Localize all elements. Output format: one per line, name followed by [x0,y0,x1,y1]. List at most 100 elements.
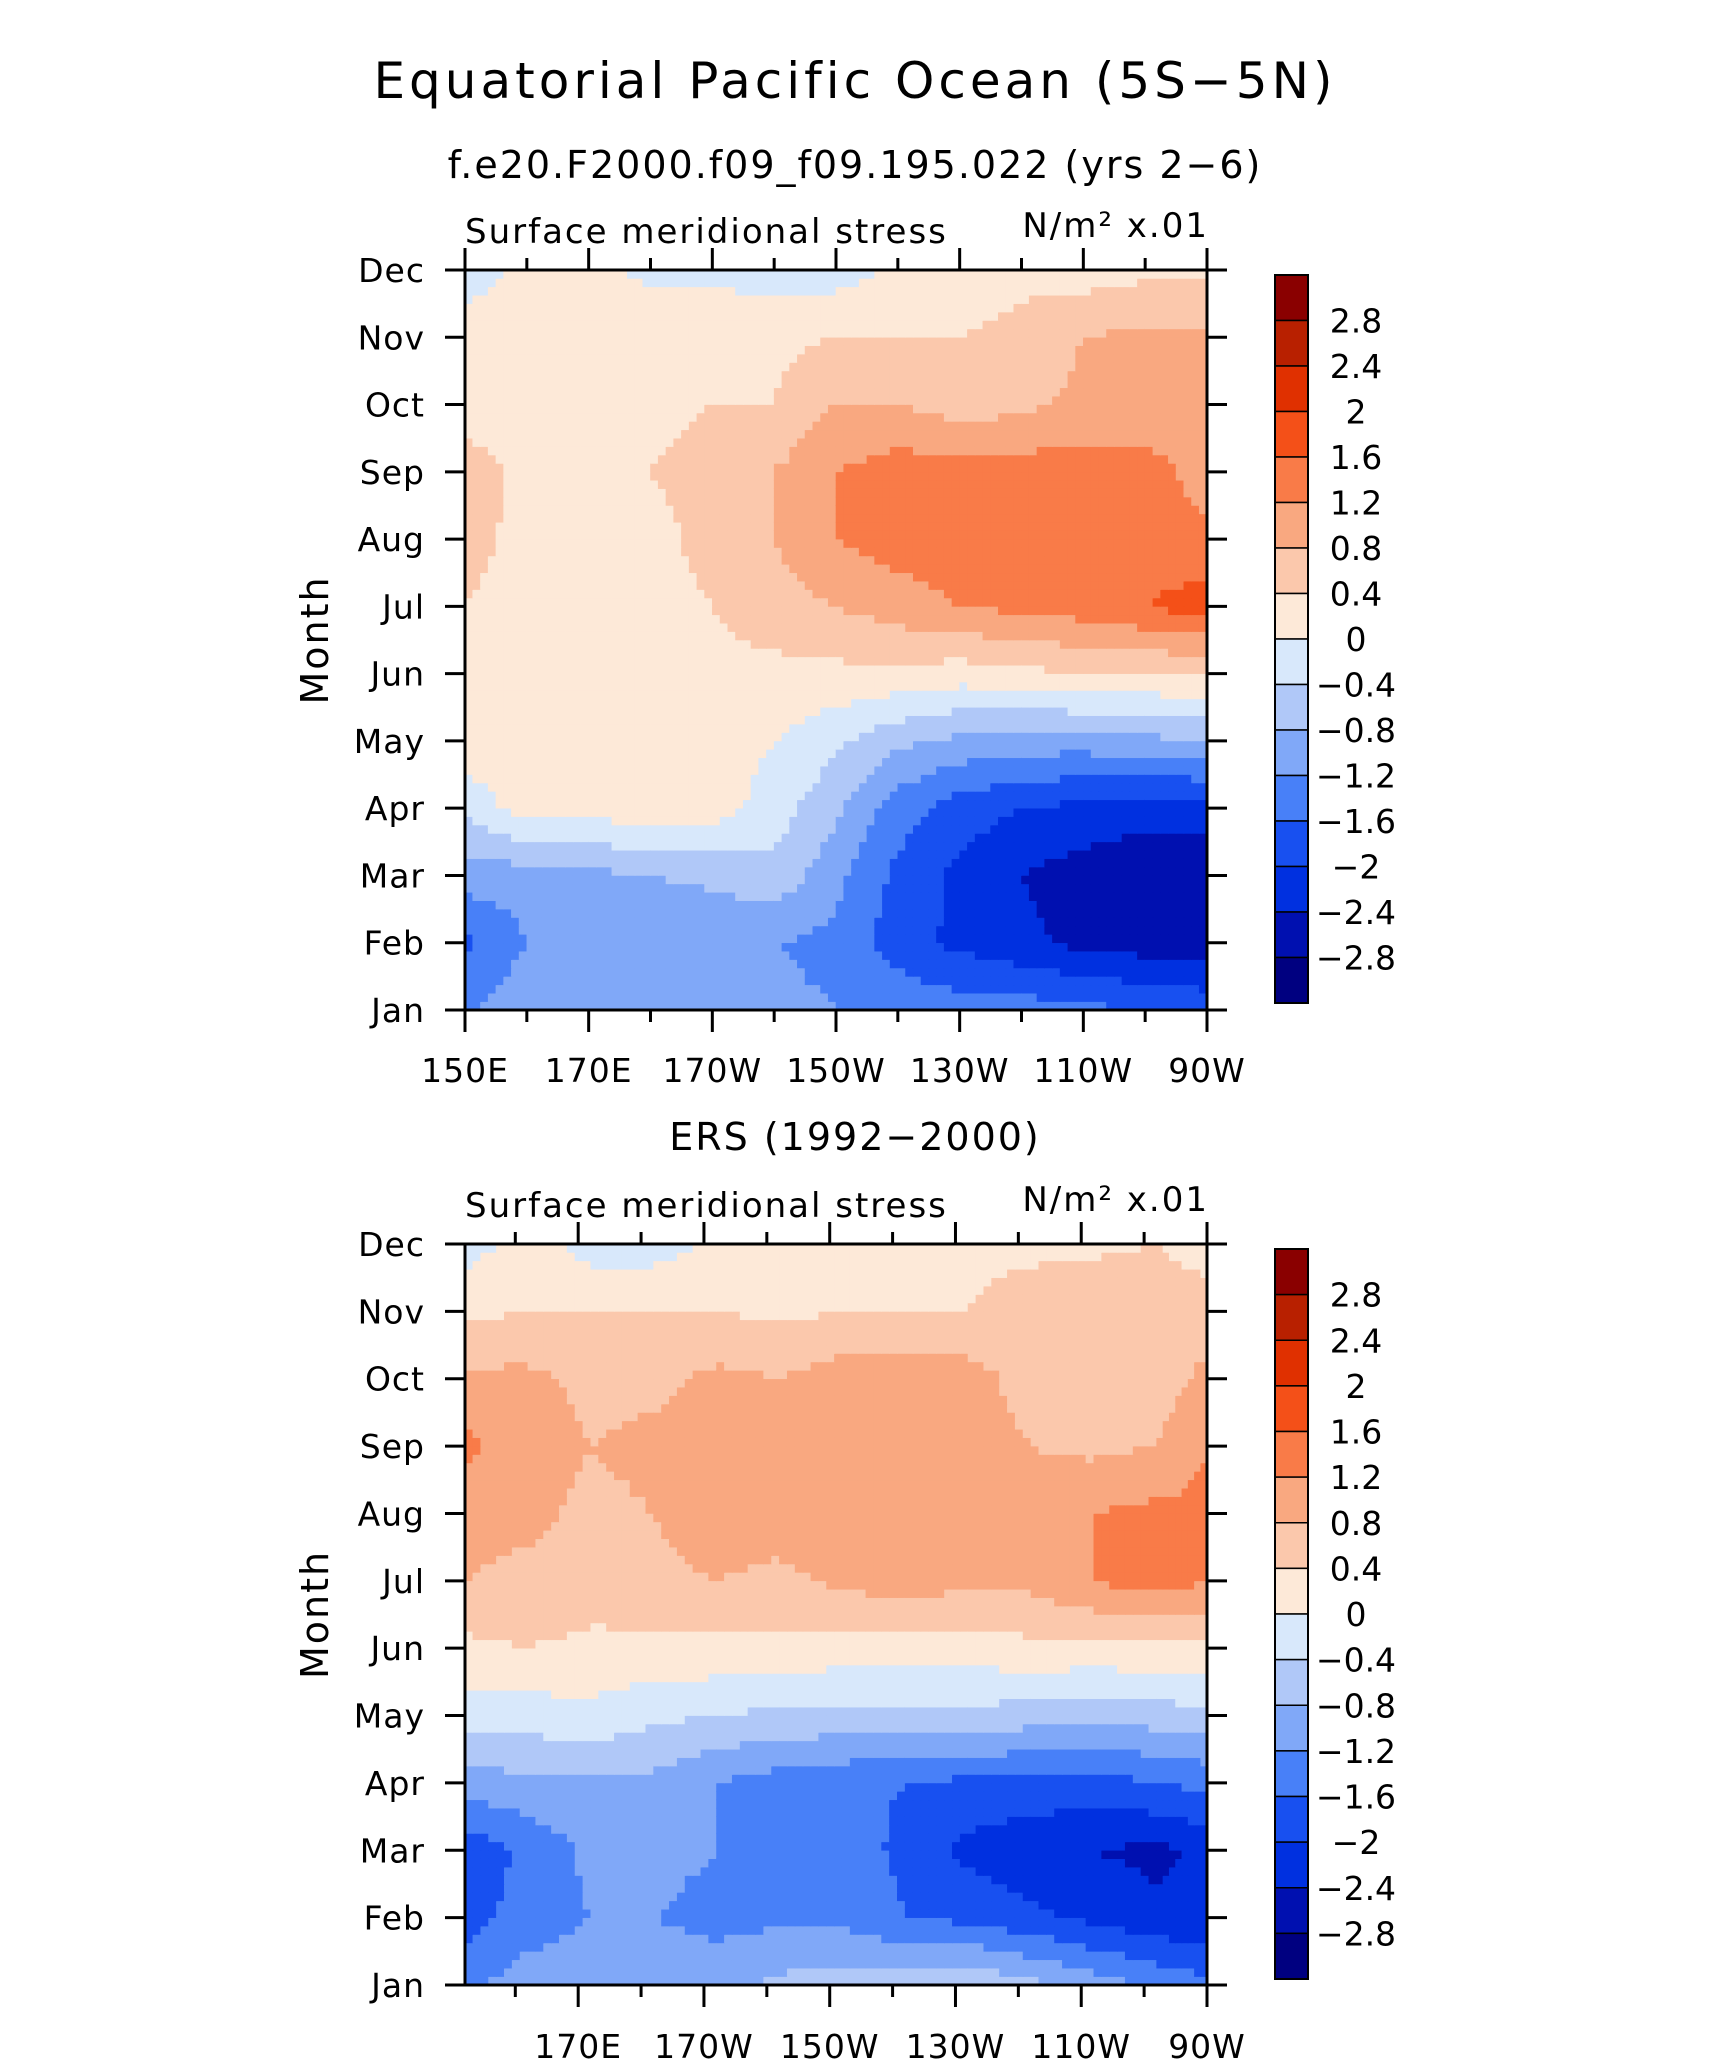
contour-cell [1067,824,1076,834]
contour-cell [820,833,829,843]
contour-cell [1021,706,1030,716]
contour-cell [1090,757,1100,767]
contour-cell [596,622,605,632]
contour-cell [889,824,899,834]
contour-cell [773,782,783,792]
contour-cell [936,614,945,624]
contour-cell [742,757,752,767]
contour-cell [827,891,837,901]
contour-cell [611,824,620,834]
contour-cell [959,833,968,843]
contour-cell [1083,757,1092,767]
contour-cell [673,690,682,700]
contour-cell [557,740,566,750]
contour-cell [967,614,976,624]
contour-cell [1044,791,1053,801]
contour-cell [990,648,999,658]
contour-cell [889,622,899,632]
contour-cell [657,648,667,658]
contour-cell [943,715,953,725]
contour-cell [480,917,489,927]
contour-cell [465,858,474,868]
contour-cell [712,614,721,624]
contour-cell [495,992,504,1002]
contour-cell [487,942,497,952]
contour-cell [1028,816,1038,826]
contour-cell [974,749,984,759]
contour-cell [1052,639,1061,649]
contour-cell [472,891,481,901]
contour-cell [511,782,520,792]
contour-cell [812,782,821,792]
contour-cell [465,597,474,607]
contour-cell [495,976,504,986]
contour-cell [897,765,906,775]
contour-cell [1191,1001,1200,1011]
contour-cell [820,950,829,960]
contour-cell [1090,984,1100,994]
contour-cell [1183,1001,1192,1011]
contour-cell [534,992,543,1002]
contour-cell [1113,858,1123,868]
contour-cell [835,824,845,834]
contour-cell [1021,614,1030,624]
contour-cell [472,1001,481,1011]
contour-cell [1198,959,1207,969]
contour-cell [1106,816,1115,826]
contour-cell [866,681,875,691]
contour-cell [936,908,945,918]
contour-cell [905,664,914,674]
contour-cell [511,917,520,927]
contour-cell [951,622,960,632]
contour-cell [650,891,659,901]
contour-cell [912,908,922,918]
contour-cell [557,614,566,624]
contour-cell [681,631,690,641]
contour-cell [580,1001,589,1011]
contour-cell [1090,942,1100,952]
contour-cell [998,967,1007,977]
contour-cell [1191,992,1200,1002]
contour-cell [557,757,566,767]
contour-cell [851,732,860,742]
contour-cell [704,816,713,826]
contour-cell [518,715,528,725]
contour-cell [696,622,705,632]
contour-cell [866,749,875,759]
contour-cell [704,774,713,784]
contour-cell [480,858,489,868]
contour-cell [712,564,721,574]
contour-cell [889,723,899,733]
contour-cell [1113,866,1123,876]
contour-cell [1129,807,1138,817]
contour-cell [882,723,891,733]
contour-cell [735,690,744,700]
contour-cell [611,959,620,969]
contour-cell [1137,606,1146,616]
contour-cell [727,967,736,977]
contour-cell [1183,740,1192,750]
contour-cell [882,774,891,784]
contour-cell [773,698,783,708]
contour-cell [588,580,597,590]
contour-cell [874,816,883,826]
contour-cell [742,723,752,733]
contour-cell [905,917,914,927]
contour-cell [642,959,651,969]
contour-cell [1191,900,1200,910]
contour-cell [1005,799,1015,809]
contour-cell [657,841,667,851]
contour-cell [1152,715,1161,725]
contour-cell [804,774,814,784]
contour-cell [1121,1001,1131,1011]
contour-cell [634,597,644,607]
contour-cell [534,849,543,859]
contour-cell [897,866,906,876]
contour-cell [928,732,937,742]
contour-cell [650,807,659,817]
contour-cell [1044,967,1053,977]
contour-cell [565,807,574,817]
contour-cell [1160,622,1169,632]
contour-cell [998,622,1007,632]
contour-cell [565,757,574,767]
